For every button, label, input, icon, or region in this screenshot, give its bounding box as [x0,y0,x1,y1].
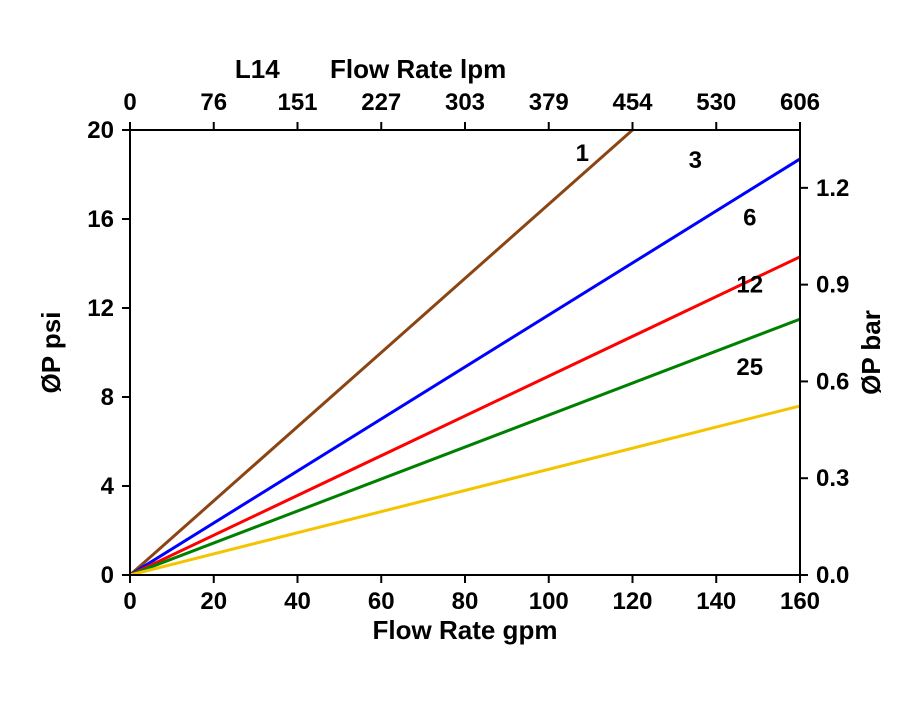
xb-tick-label: 0 [123,588,136,615]
xb-tick-label: 60 [368,588,395,615]
yr-tick-label: 1.2 [816,175,849,202]
xb-tick-label: 160 [780,588,820,615]
yl-tick-label: 16 [87,206,114,233]
xt-tick-label: 606 [780,89,820,116]
xt-tick-label: 0 [123,89,136,116]
xt-tick-label: 76 [200,89,227,116]
x-top-label: Flow Rate lpm [330,54,506,84]
xt-tick-label: 227 [361,89,401,116]
xt-tick-label: 530 [696,89,736,116]
y-right-label: ØP bar [856,310,886,395]
yl-tick-label: 12 [87,295,114,322]
series-label-12: 12 [736,271,763,298]
yr-tick-label: 0.6 [816,368,849,395]
y-left-label: ØP psi [36,312,66,394]
yr-tick-label: 0.9 [816,272,849,299]
yr-tick-label: 0.0 [816,562,849,589]
series-label-25: 25 [736,354,763,381]
xt-tick-label: 379 [529,89,569,116]
xt-tick-label: 303 [445,89,485,116]
yl-tick-label: 20 [87,117,114,144]
xb-tick-label: 80 [452,588,479,615]
xb-tick-label: 140 [696,588,736,615]
series-label-1: 1 [576,140,589,167]
series-label-3: 3 [689,147,702,174]
yl-tick-label: 8 [101,384,114,411]
yl-tick-label: 4 [101,473,115,500]
xb-tick-label: 20 [200,588,227,615]
xt-tick-label: 151 [277,89,317,116]
x-bottom-label: Flow Rate gpm [373,615,558,645]
series-label-6: 6 [743,205,756,232]
xb-tick-label: 120 [612,588,652,615]
yl-tick-label: 0 [101,562,114,589]
chart-svg: 020406080100120140160Flow Rate gpm076151… [0,0,908,702]
yr-tick-label: 0.3 [816,465,849,492]
chart-container: 020406080100120140160Flow Rate gpm076151… [0,0,908,702]
model-label: L14 [235,54,280,84]
xb-tick-label: 100 [529,588,569,615]
xt-tick-label: 454 [612,89,653,116]
xb-tick-label: 40 [284,588,311,615]
